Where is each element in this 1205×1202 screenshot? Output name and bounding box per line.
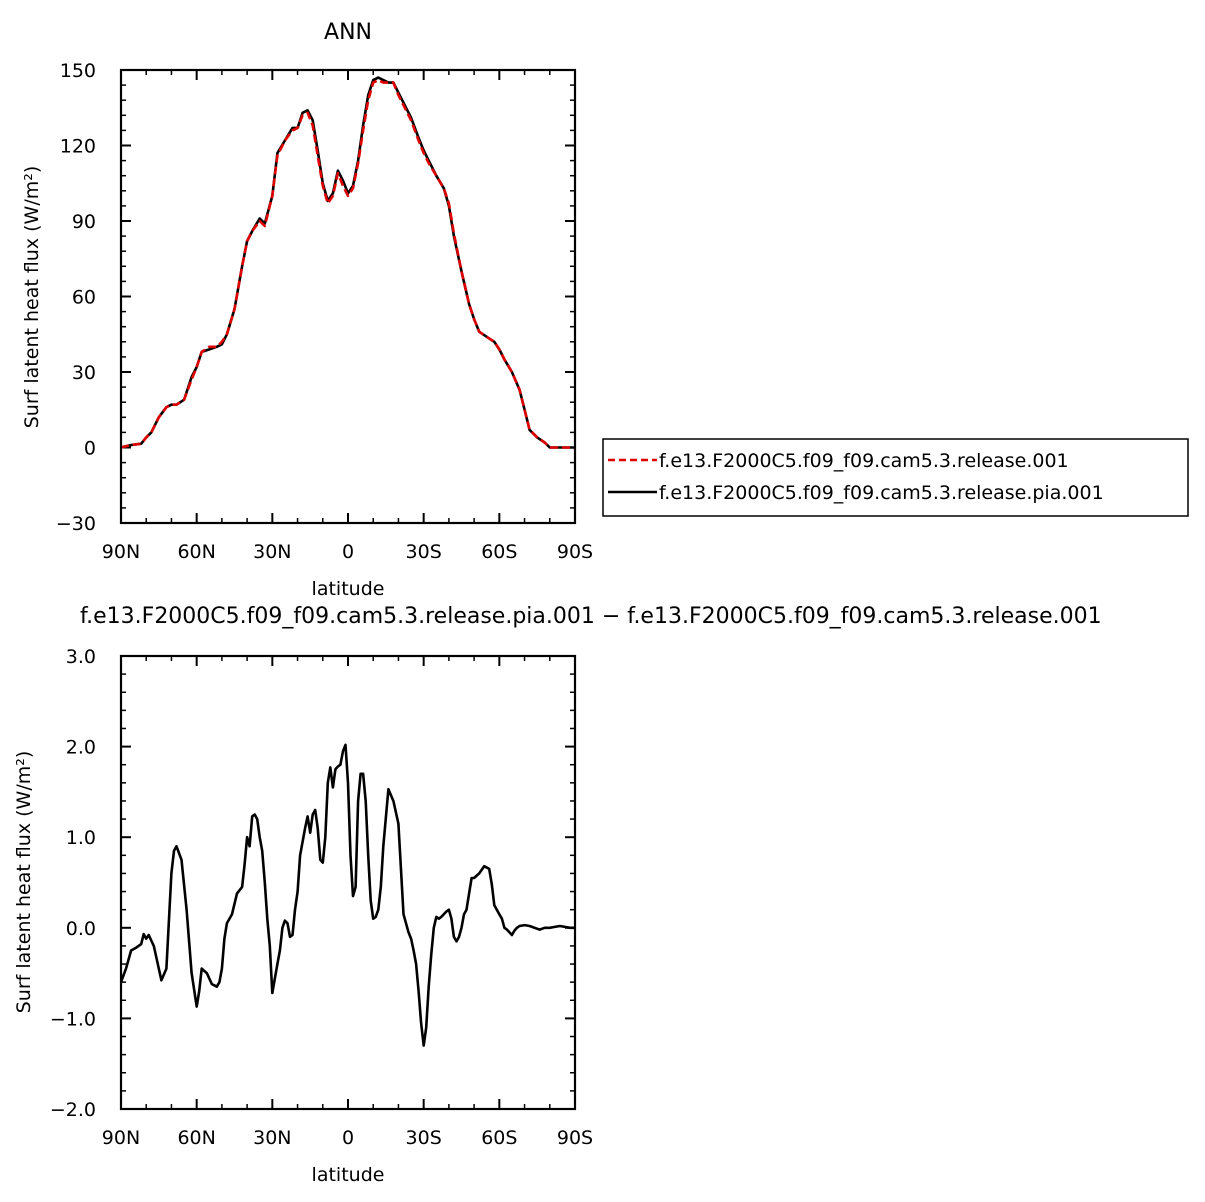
top-panel-y-axis-label: Surf latent heat flux (W/m²) (21, 166, 43, 429)
control-series-line (120, 78, 575, 449)
bottom-panel-x-axis-label: latitude (312, 1164, 385, 1186)
bottom-panel: f.e13.F2000C5.f09_f09.cam5.3.release.pia… (13, 604, 1102, 1186)
x-tick-label: 60S (481, 541, 517, 563)
legend-box (602, 438, 1189, 517)
x-tick-label: 30N (253, 541, 291, 563)
x-tick-label: 0 (342, 1127, 354, 1149)
top-panel-x-axis-label: latitude (312, 578, 385, 600)
y-tick-label: 2.0 (66, 737, 96, 759)
legend-label-control: f.e13.F2000C5.f09_f09.cam5.3.release.001 (659, 450, 1069, 472)
bottom-panel-y-axis-label: Surf latent heat flux (W/m²) (13, 751, 35, 1014)
x-tick-label: 0 (342, 541, 354, 563)
y-tick-label: −2.0 (50, 1099, 96, 1121)
x-tick-label: 90S (557, 1127, 593, 1149)
y-tick-label: 90 (72, 211, 96, 233)
bottom-panel-title: f.e13.F2000C5.f09_f09.cam5.3.release.pia… (80, 604, 1102, 629)
difference-series-line (119, 743, 575, 1047)
x-tick-label: 60N (177, 541, 215, 563)
y-tick-label: −1.0 (50, 1008, 96, 1030)
top-plot-frame (119, 68, 577, 525)
y-tick-label: 30 (72, 362, 96, 384)
x-tick-label: 30S (406, 1127, 442, 1149)
top-panel-ticks: −30 0 30 60 90 120 150 90N 60N 30N 0 30S 60S 90S (56, 60, 593, 563)
top-panel-series (120, 76, 575, 449)
x-tick-label: 60S (481, 1127, 517, 1149)
y-tick-label: 60 (72, 287, 96, 309)
y-tick-label: −30 (56, 513, 96, 535)
y-tick-label: 3.0 (66, 646, 96, 668)
bottom-plot-frame (119, 654, 577, 1111)
x-tick-label: 60N (177, 1127, 215, 1149)
x-tick-label: 90N (102, 1127, 140, 1149)
x-tick-label: 30N (253, 1127, 291, 1149)
legend: f.e13.F2000C5.f09_f09.cam5.3.release.001… (602, 438, 1189, 517)
test-series-line (120, 76, 575, 449)
bottom-panel-series (119, 743, 575, 1047)
x-tick-label: 90N (102, 541, 140, 563)
y-tick-label: 0 (84, 438, 96, 460)
x-tick-label: 90S (557, 541, 593, 563)
y-tick-label: 1.0 (66, 827, 96, 849)
y-tick-label: 0.0 (66, 918, 96, 940)
y-tick-label: 120 (60, 136, 96, 158)
legend-label-test: f.e13.F2000C5.f09_f09.cam5.3.release.pia… (659, 482, 1104, 504)
x-tick-label: 30S (406, 541, 442, 563)
bottom-panel-ticks: −2.0 −1.0 0.0 1.0 2.0 3.0 90N 60N 30N 0 30S 60S 90S (50, 646, 593, 1149)
y-tick-label: 150 (60, 60, 96, 82)
top-panel-title: ANN (324, 20, 372, 45)
